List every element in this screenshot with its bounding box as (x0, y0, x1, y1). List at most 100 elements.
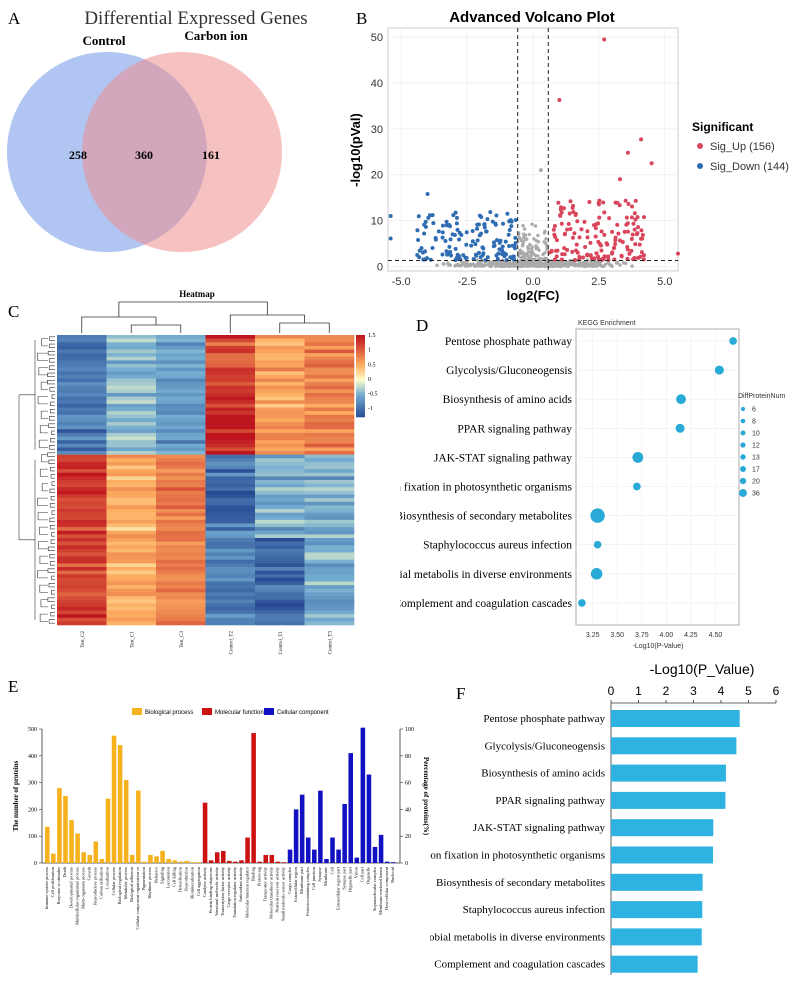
heatmap-cell (156, 407, 206, 412)
kegg-xtick-label: 3.75 (635, 632, 649, 639)
heatmap-row-dendrogram-branch (48, 459, 55, 464)
heatmap-cell (255, 614, 305, 619)
volcano-point-down (500, 248, 505, 253)
heatmap-cell (304, 487, 355, 492)
volcano-point-down (502, 251, 507, 256)
go-xtick-label: Cell proliferation (50, 866, 55, 897)
heatmap-cell (205, 501, 256, 506)
heatmap-cell (156, 519, 206, 524)
go-xtick-label: Protein tag (256, 866, 261, 886)
heatmap-cell (106, 396, 157, 401)
heatmap-colorbar-segment (356, 337, 365, 340)
heatmap-cell (205, 581, 256, 586)
kegg-plot-area (575, 328, 740, 626)
go-xtick-label: Response to stimulus (56, 867, 61, 905)
go-bar (111, 735, 117, 863)
go-bar (263, 854, 269, 863)
volcano-point-ns (526, 263, 531, 268)
heatmap-cell (205, 407, 256, 412)
heatmap-row-dendrogram-branch (40, 410, 48, 419)
volcano-point-up (613, 235, 618, 240)
heatmap-cell (57, 407, 107, 412)
heatmap-row-dendrogram-branch (37, 396, 48, 405)
volcano-point-up (566, 222, 571, 227)
heatmap-cell (106, 345, 157, 350)
go-xtick-label: Host cellular component (384, 866, 389, 910)
heatmap-row-dendrogram-branch (49, 488, 55, 493)
heatmap-cell (255, 588, 305, 593)
heatmap-cell (57, 530, 107, 535)
heatmap-cell (255, 461, 305, 466)
heatmap-column-label: Control_T3 (328, 631, 333, 655)
heatmap-cell (205, 556, 256, 561)
volcano-ytick-label: 30 (371, 124, 383, 136)
heatmap-cell (255, 509, 305, 513)
heatmap-cell (304, 501, 355, 506)
heatmap-row-dendrogram-branch (48, 423, 55, 428)
go-bar (123, 779, 129, 863)
volcano-point-up (557, 97, 562, 102)
panel-e: E Biological process Molecular function Ce… (0, 672, 430, 976)
go-ytick-right-label: 0 (405, 861, 408, 867)
heatmap-cell (255, 563, 305, 568)
heatmap-cell (156, 360, 206, 365)
volcano-point-up (610, 229, 615, 234)
volcano-point-ns (564, 263, 568, 267)
volcano-legend-up-marker (697, 143, 703, 149)
heatmap-cell (57, 403, 107, 408)
volcano-point-up (577, 254, 582, 259)
volcano-point-ns (522, 227, 527, 231)
volcano-point-up (588, 253, 593, 258)
heatmap-cell (304, 356, 355, 361)
heatmap-cell (57, 454, 107, 459)
go-bar (196, 862, 202, 863)
heatmap-cell (57, 371, 107, 376)
kegg-xtick-label: 3.50 (610, 632, 624, 639)
heatmap-row-dendrogram-branch (41, 483, 48, 492)
kegg-size-legend-label: 17 (752, 467, 760, 474)
volcano-point-down (415, 228, 420, 233)
kegg-bubble (632, 451, 644, 463)
panel-label-b: B (356, 9, 367, 28)
heatmap-colorbar-segment (356, 347, 365, 350)
kegg-bar-category-label: Microbial metabolis in diverse environme… (430, 931, 605, 943)
go-xtick-label: Supramolecular complex (372, 866, 377, 911)
volcano-point-ns (494, 264, 498, 268)
heatmap-cell (57, 574, 107, 579)
volcano-point-ns (548, 261, 552, 266)
heatmap-cell (255, 374, 305, 379)
heatmap-cell (205, 494, 256, 499)
heatmap-colorbar-segment (356, 343, 365, 346)
heatmap-cell (255, 592, 305, 597)
volcano-point-ns (504, 264, 508, 268)
volcano-point-up (616, 231, 621, 236)
heatmap-row-dendrogram-branch (49, 358, 55, 363)
heatmap-cell (205, 519, 256, 524)
heatmap-cell (205, 472, 256, 477)
heatmap-colorbar-segment (356, 382, 365, 385)
heatmap-cell (57, 418, 107, 423)
heatmap-cell (304, 541, 355, 546)
heatmap-cell (156, 585, 206, 590)
heatmap-cell (57, 559, 107, 564)
volcano-point-down (509, 224, 514, 229)
heatmap-cell (106, 356, 157, 361)
heatmap-row-dendrogram-branch (47, 452, 55, 457)
heatmap-cell (304, 465, 355, 470)
go-xtick-label: Binding (250, 866, 255, 881)
heatmap-cell (304, 621, 355, 626)
kegg-category-label: JAK-STAT signaling pathway (434, 452, 572, 464)
kegg-bar-category-label: Pentose phosphate pathway (483, 713, 605, 725)
volcano-point-down (513, 235, 518, 240)
heatmap-cell (57, 563, 107, 568)
go-bar (202, 802, 208, 863)
heatmap-row-dendrogram-branch (39, 468, 48, 477)
kegg-bar (611, 901, 703, 919)
heatmap-cell (304, 527, 355, 532)
heatmap-row-dendrogram-branch (50, 438, 55, 443)
heatmap-cell (156, 469, 206, 474)
heatmap-cell (156, 617, 206, 622)
volcano-point-up (625, 244, 630, 249)
kegg-size-legend-label: 8 (752, 419, 756, 426)
go-xtick-label: Cell killing (171, 866, 176, 887)
